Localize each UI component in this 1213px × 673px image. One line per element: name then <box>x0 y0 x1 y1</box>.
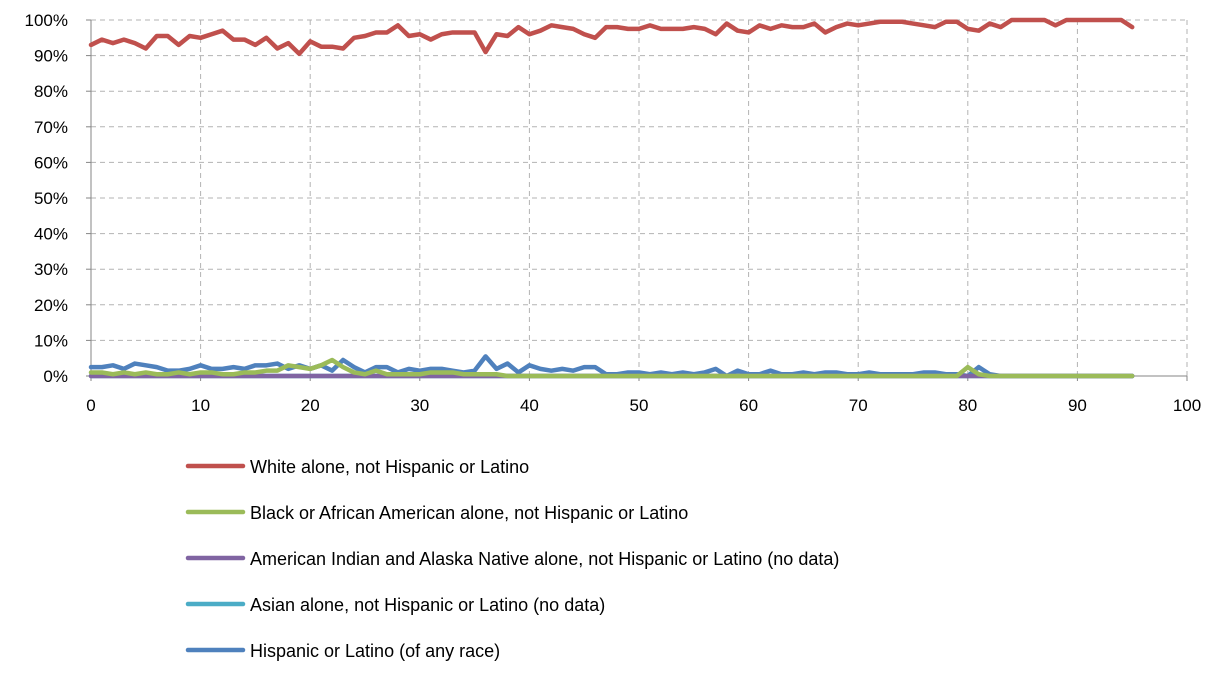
y-tick-label: 60% <box>34 153 68 172</box>
legend-label: White alone, not Hispanic or Latino <box>250 457 529 477</box>
axes: 0% 10% 20% 30% 40% 50% 60% 70% 80% 90% 100% 0 10 20 30… <box>25 11 1202 415</box>
y-tick-label: 70% <box>34 118 68 137</box>
x-tick-label: 100 <box>1173 396 1201 415</box>
y-tick-label: 10% <box>34 331 68 350</box>
x-tick-label: 70 <box>849 396 868 415</box>
y-tick-label: 90% <box>34 47 68 66</box>
series-lines <box>88 17 1135 379</box>
legend-label: Hispanic or Latino (of any race) <box>250 641 500 661</box>
legend: White alone, not Hispanic or Latino Black… <box>185 457 839 661</box>
x-tick-label: 20 <box>301 396 320 415</box>
legend-label: American Indian and Alaska Native alone,… <box>250 549 839 569</box>
y-tick-label: 50% <box>34 189 68 208</box>
y-tick-label: 20% <box>34 296 68 315</box>
x-tick-label: 50 <box>630 396 649 415</box>
y-tick-label: 80% <box>34 82 68 101</box>
x-tick-label: 60 <box>739 396 758 415</box>
series-line-1 <box>88 17 1135 57</box>
legend-label: Black or African American alone, not His… <box>250 503 688 523</box>
x-tick-label: 40 <box>520 396 539 415</box>
y-tick-label: 100% <box>25 11 68 30</box>
x-tick-label: 30 <box>410 396 429 415</box>
legend-label: Asian alone, not Hispanic or Latino (no … <box>250 595 605 615</box>
x-tick-label: 90 <box>1068 396 1087 415</box>
x-tick-label: 10 <box>191 396 210 415</box>
y-tick-label: 30% <box>34 260 68 279</box>
series-line-2 <box>88 357 1135 379</box>
x-tick-label: 80 <box>958 396 977 415</box>
y-tick-label: 0% <box>43 367 68 386</box>
y-tick-label: 40% <box>34 225 68 244</box>
x-tick-label: 0 <box>86 396 95 415</box>
gridlines <box>91 19 1188 376</box>
